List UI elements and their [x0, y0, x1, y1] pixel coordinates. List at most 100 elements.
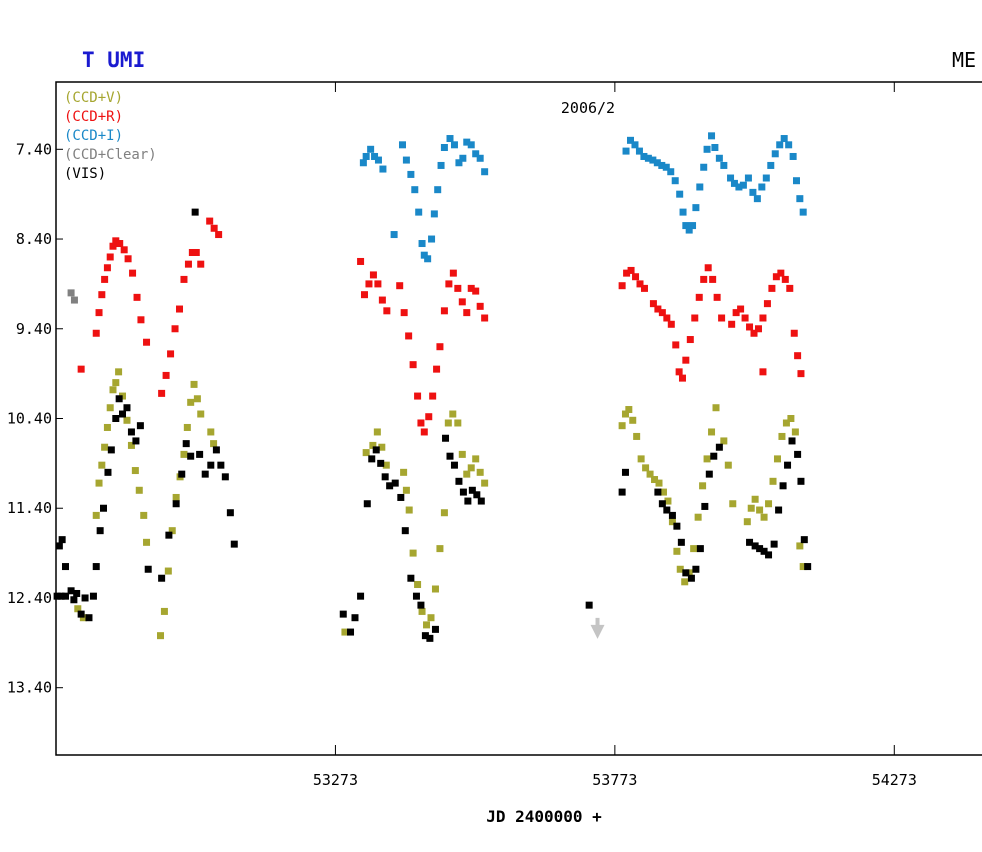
data-point: [400, 309, 408, 317]
data-point: [197, 260, 205, 268]
data-point: [728, 320, 736, 328]
y-tick-label: 9.40: [16, 320, 52, 338]
x-axis: 53273 53773 54273: [313, 82, 917, 789]
data-point: [143, 338, 151, 346]
data-point: [773, 455, 781, 463]
data-point: [212, 446, 220, 454]
data-point: [753, 195, 761, 203]
data-point: [188, 248, 196, 256]
data-point: [440, 144, 448, 152]
data-point: [692, 565, 700, 573]
data-point: [627, 136, 635, 144]
data-point: [133, 293, 141, 301]
data-point: [176, 305, 184, 313]
data-point: [371, 152, 379, 160]
data-point: [703, 145, 711, 153]
data-point: [420, 251, 428, 259]
data-point: [779, 482, 787, 490]
data-point: [165, 531, 173, 539]
data-point: [89, 592, 97, 600]
data-point: [187, 452, 195, 460]
data-point: [677, 538, 685, 546]
data-point: [696, 545, 704, 553]
data-point: [585, 601, 593, 609]
data-point: [67, 289, 75, 297]
data-point: [74, 605, 82, 613]
data-point: [183, 423, 191, 431]
data-point: [192, 248, 200, 256]
data-point: [651, 476, 659, 484]
data-point: [144, 565, 152, 573]
data-point: [445, 280, 453, 288]
data-point: [463, 309, 471, 317]
data-point: [590, 617, 605, 639]
data-point: [749, 188, 757, 196]
data-point: [434, 186, 442, 194]
data-point: [359, 159, 367, 167]
data-point: [396, 282, 404, 290]
data-point: [440, 307, 448, 315]
data-point: [104, 468, 112, 476]
data-point: [127, 428, 135, 436]
data-point: [193, 395, 201, 403]
data-point: [472, 150, 480, 158]
data-point: [164, 567, 172, 575]
data-points: [53, 132, 812, 642]
data-point: [804, 563, 812, 571]
data-point: [357, 592, 365, 600]
data-point: [741, 314, 749, 322]
data-point: [756, 506, 764, 514]
data-point: [747, 504, 755, 512]
data-point: [777, 269, 785, 277]
data-point: [383, 307, 391, 315]
data-point: [103, 264, 111, 272]
data-point: [450, 461, 458, 469]
data-point: [180, 450, 188, 458]
data-point: [131, 467, 139, 475]
data-point: [374, 156, 382, 164]
data-point: [140, 511, 148, 519]
legend-entry: (VIS): [64, 166, 106, 182]
data-point: [420, 428, 428, 436]
data-point: [107, 446, 115, 454]
data-point: [663, 506, 671, 514]
data-point: [751, 495, 759, 503]
data-point: [663, 314, 671, 322]
data-point: [431, 625, 439, 633]
data-point: [401, 527, 409, 535]
data-point: [120, 246, 128, 254]
data-point: [207, 461, 215, 469]
data-point: [739, 181, 747, 189]
data-point: [629, 416, 637, 424]
data-point: [112, 237, 120, 245]
data-point: [382, 461, 390, 469]
data-point: [633, 432, 641, 440]
data-point: [781, 275, 789, 283]
data-point: [691, 314, 699, 322]
data-point: [454, 419, 462, 427]
data-point: [101, 443, 109, 451]
data-point: [409, 549, 417, 557]
data-point: [79, 614, 87, 622]
data-point: [112, 415, 120, 422]
data-point: [682, 569, 690, 577]
data-point: [397, 493, 405, 501]
data-point: [646, 470, 654, 478]
data-point: [81, 594, 89, 602]
x-tick-label: 53773: [592, 771, 637, 789]
data-point: [769, 477, 777, 485]
data-point: [378, 443, 386, 451]
data-point: [763, 300, 771, 308]
y-axis: 7.40 8.40 9.40 10.40 11.40 12.40 13.40: [7, 140, 63, 697]
data-point: [96, 527, 104, 535]
data-point: [217, 461, 225, 469]
data-point: [400, 468, 408, 476]
data-point: [168, 527, 176, 535]
data-point: [668, 518, 676, 526]
data-point: [760, 513, 768, 521]
data-point: [771, 150, 779, 158]
data-point: [481, 314, 489, 322]
data-point: [55, 542, 63, 550]
data-point: [673, 547, 681, 555]
x-tick-label: 54273: [872, 771, 917, 789]
